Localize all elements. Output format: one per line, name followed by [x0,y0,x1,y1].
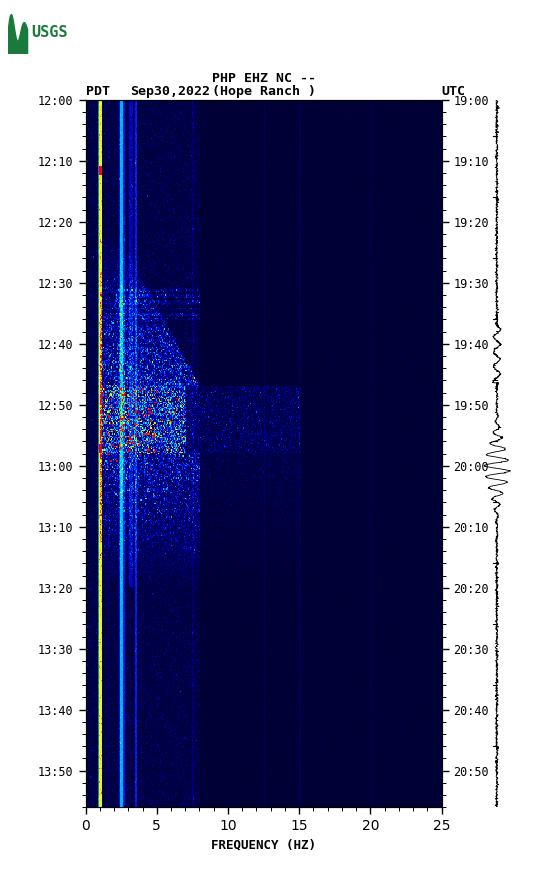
Text: (Hope Ranch ): (Hope Ranch ) [212,85,316,97]
Text: USGS: USGS [31,25,68,39]
Text: PDT: PDT [86,85,109,97]
Text: PHP EHZ NC --: PHP EHZ NC -- [212,72,316,85]
Text: UTC: UTC [442,85,465,97]
Text: Sep30,2022: Sep30,2022 [130,85,210,97]
X-axis label: FREQUENCY (HZ): FREQUENCY (HZ) [211,838,316,852]
Polygon shape [8,14,28,54]
